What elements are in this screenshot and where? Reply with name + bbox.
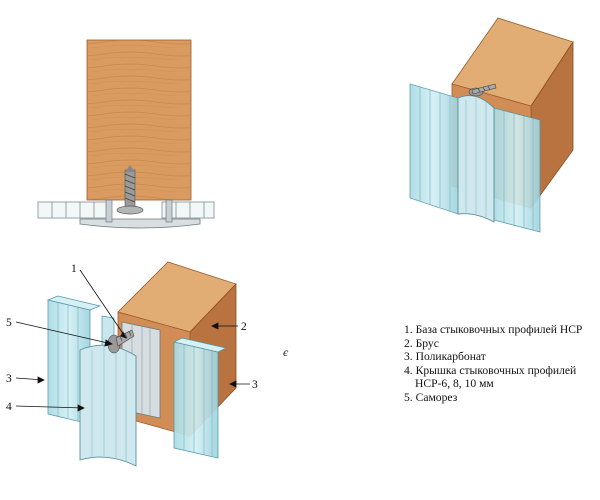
section-view	[37, 39, 215, 229]
callout-3-right: 3	[252, 379, 258, 391]
assembled-view	[409, 17, 574, 233]
legend-item-5: 5. Саморез	[404, 390, 458, 404]
callout-lines	[15, 269, 250, 412]
callout-3-left: 3	[6, 373, 12, 385]
callout-1: 1	[71, 263, 77, 275]
polycarbonate-right	[172, 337, 228, 459]
callout-5: 5	[6, 317, 12, 329]
legend-item-3: 3. Поликарбонат	[404, 350, 486, 364]
legend-item-2: 2. Брус	[404, 336, 439, 350]
legend-item-4-continued: НСР-6, 8, 10 мм	[415, 377, 494, 391]
screw-assembled	[468, 83, 497, 97]
polycarbonate-left-panel	[409, 83, 459, 215]
polycarbonate-left	[46, 295, 102, 425]
callout-2: 2	[241, 321, 247, 333]
polycarbonate-section-left	[37, 201, 109, 219]
screw-section	[116, 165, 144, 215]
polycarbonate-section-right	[161, 201, 215, 219]
exploded-view: 1 2 3 3 4 5	[6, 261, 258, 467]
cap-profile	[79, 344, 137, 467]
side-mark: є	[283, 345, 289, 359]
legend-item-1: 1. База стыковочных профилей НСР	[404, 323, 583, 336]
legend-item-4: 4. Крышка стыковочных профилей	[404, 363, 577, 377]
callout-4: 4	[6, 401, 12, 413]
polycarbonate-right-panel	[493, 107, 541, 233]
base-profile-section	[79, 218, 201, 229]
legend: 1. База стыковочных профилей НСР 2. Брус…	[404, 323, 600, 405]
